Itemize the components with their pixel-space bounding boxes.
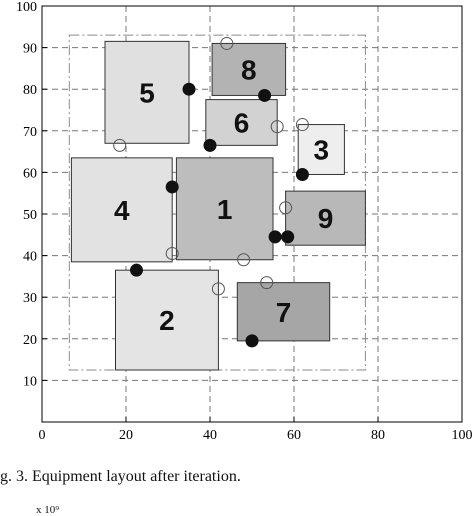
open-point [220,36,234,50]
y-tick-label: 50 [23,208,37,223]
filled-point [258,88,272,102]
equipment-block-4 [70,157,173,263]
equipment-label-7: 7 [276,297,292,328]
open-point [295,118,309,132]
y-tick-label: 20 [23,333,37,348]
filled-point [130,263,143,277]
equipment-blocks: 1 2 3 4 5 6 7 8 9 [70,40,366,371]
filled-point [295,167,309,181]
next-axis-exponent: x 10⁹ [36,504,60,516]
equipment-block-3 [297,124,345,175]
filled-point [281,230,295,244]
equipment-block-9 [285,190,366,246]
y-tick-label: 60 [23,166,37,181]
equipment-block-1 [175,157,274,261]
open-point [270,120,284,134]
x-tick-label: 80 [371,428,385,443]
equipment-label-5: 5 [139,77,155,108]
equipment-block-8 [211,42,287,96]
equipment-block-2 [115,269,219,371]
figure-caption: g. 3. Equipment layout after iteration. [0,468,241,485]
x-tick-label: 40 [203,428,217,443]
axis-ticks: 0 20 40 60 80 100 10 20 30 40 50 60 70 80 90 100 [16,0,473,443]
y-tick-label: 30 [23,291,37,306]
y-tick-label: 100 [16,0,37,15]
layout-chart: 1 2 3 4 5 6 7 8 9 0 20 40 60 80 100 10 20 30 40 50 60 70 80 90… [16,0,473,443]
y-tick-label: 10 [23,374,37,389]
open-point [165,247,179,261]
filled-point [182,82,196,96]
filled-point [165,180,179,194]
connection-points [113,36,309,348]
open-point [260,276,274,290]
equipment-block-5 [104,40,190,144]
equipment-label-9: 9 [318,203,334,234]
filled-point [268,230,282,244]
y-tick-label: 90 [23,42,37,57]
filled-point [203,138,217,152]
equipment-block-7 [236,282,331,342]
open-point [237,253,251,267]
x-tick-label: 100 [452,428,473,443]
equipment-label-6: 6 [234,107,250,138]
x-tick-label: 20 [119,428,133,443]
open-point [211,282,225,296]
equipment-label-2: 2 [159,305,175,336]
filled-point [245,334,259,348]
open-point [279,201,293,215]
equipment-label-4: 4 [114,195,130,226]
equipment-block-6 [205,99,278,146]
equipment-label-3: 3 [314,135,330,166]
y-tick-label: 70 [23,125,37,140]
equipment-label-1: 1 [217,194,233,225]
y-tick-label: 40 [23,250,37,265]
equipment-label-8: 8 [241,54,257,85]
y-tick-label: 80 [23,83,37,98]
open-point [113,138,127,152]
x-tick-label: 60 [287,428,301,443]
x-tick-label: 0 [39,428,46,443]
